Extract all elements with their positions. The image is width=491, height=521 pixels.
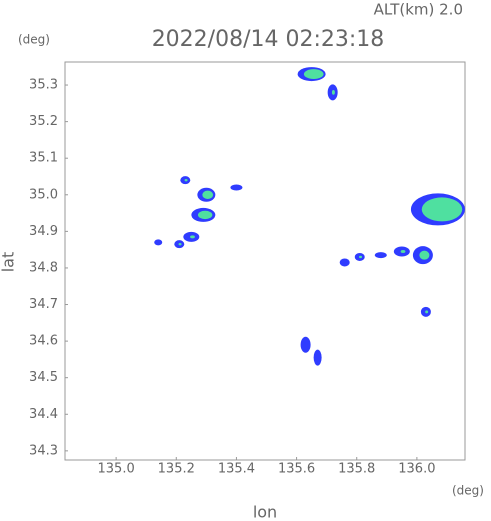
y-tick-label: 35.0 xyxy=(29,187,58,202)
y-tick-label: 35.2 xyxy=(29,114,58,129)
echo-core xyxy=(190,235,195,239)
plot-frame xyxy=(64,61,466,461)
echo xyxy=(230,184,243,191)
echo-core xyxy=(202,190,214,199)
echo-core xyxy=(178,242,182,246)
altitude: ALT(km) 2.0 xyxy=(374,1,463,19)
y-tick-label: 35.3 xyxy=(29,78,58,93)
y-tick-label: 34.3 xyxy=(29,443,58,458)
y-tick-label: 34.4 xyxy=(29,407,58,422)
x-tick-label: 135.4 xyxy=(218,462,255,477)
x-tick-label: 136.0 xyxy=(398,462,435,477)
x-unit: (deg) xyxy=(452,484,484,498)
y-tick-label: 34.5 xyxy=(29,370,58,385)
echo-core xyxy=(331,89,335,95)
x-tick-label: 135.0 xyxy=(98,462,135,477)
echo xyxy=(300,336,311,353)
y-tick-label: 34.9 xyxy=(29,224,58,239)
echo-core xyxy=(425,310,429,314)
echo xyxy=(313,349,322,366)
echo xyxy=(339,258,350,267)
echo xyxy=(154,239,163,246)
echo-core xyxy=(303,69,324,79)
echo-core xyxy=(419,250,430,260)
y-tick-label: 34.6 xyxy=(29,334,58,349)
y-tick-label: 34.8 xyxy=(29,260,58,275)
y-label: lat xyxy=(0,252,18,273)
echo-core xyxy=(184,178,188,182)
x-tick-label: 135.6 xyxy=(278,462,315,477)
y-tick-label: 34.7 xyxy=(29,297,58,312)
x-tick-label: 135.2 xyxy=(158,462,195,477)
echo xyxy=(374,252,387,259)
echo-core xyxy=(197,210,213,220)
chart-title: 2022/08/14 02:23:18 xyxy=(152,27,385,52)
echo-core xyxy=(358,255,362,259)
y-tick-label: 35.1 xyxy=(29,151,58,166)
x-tick-label: 135.8 xyxy=(338,462,375,477)
y-unit: (deg) xyxy=(18,33,50,47)
echo-core xyxy=(400,249,406,253)
echo-core xyxy=(421,197,463,222)
x-label: lon xyxy=(253,503,277,521)
